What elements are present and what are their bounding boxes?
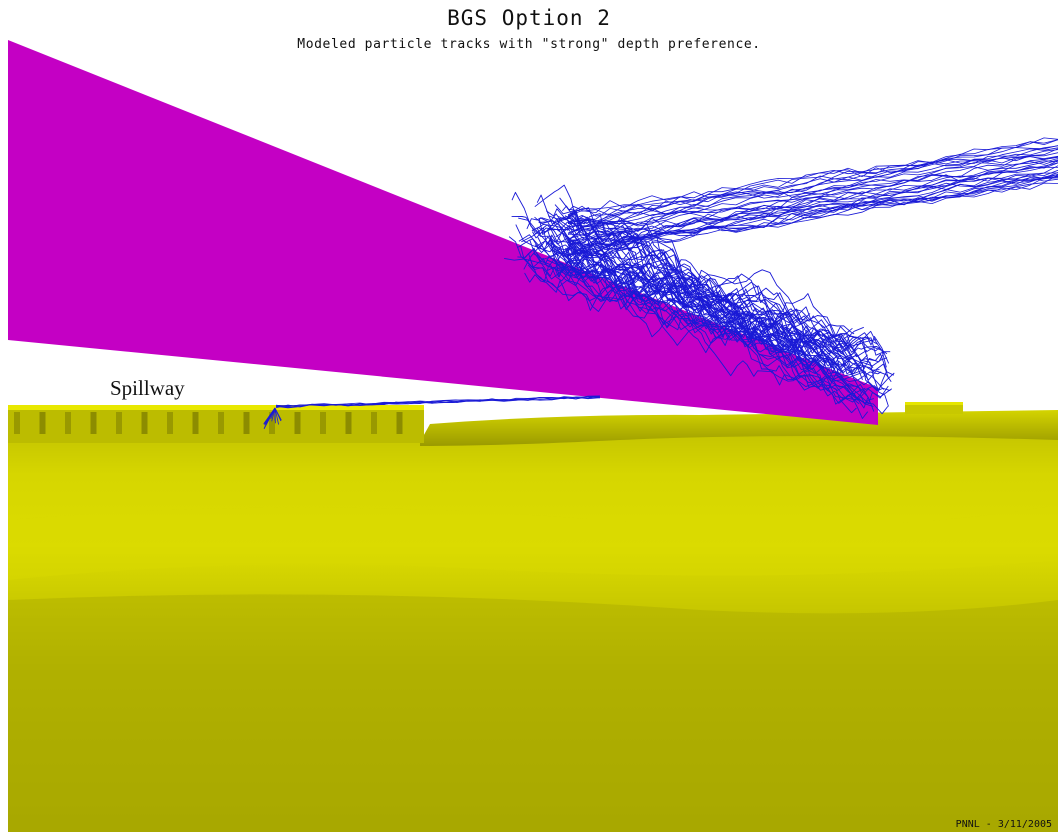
particle-track xyxy=(264,407,276,424)
particle-track xyxy=(275,395,601,408)
particle-track xyxy=(567,137,1058,217)
powerhouse-bank xyxy=(420,410,1058,446)
particle-track xyxy=(546,242,895,400)
spillway-pier xyxy=(167,412,173,434)
particle-track xyxy=(567,160,1058,244)
spillway-pier xyxy=(90,412,97,434)
title: BGS Option 2 xyxy=(447,6,611,30)
spillway-pier xyxy=(116,412,122,434)
subtitle: Modeled particle tracks with "strong" de… xyxy=(297,37,761,52)
spillway-pier xyxy=(218,412,224,434)
spillway-pier xyxy=(243,412,250,434)
spillway-pier xyxy=(269,412,275,434)
particle-track xyxy=(567,155,1058,234)
particle-track xyxy=(567,162,1058,240)
particle-track xyxy=(559,197,893,404)
particle-track xyxy=(567,147,1058,224)
particle-track xyxy=(567,182,1058,257)
terrain-shading-lower xyxy=(8,594,1058,832)
particle-track xyxy=(567,139,1058,217)
particle-track xyxy=(535,240,868,358)
particle-track xyxy=(554,204,891,356)
spillway-pier xyxy=(14,412,20,434)
powerhouse-block-top xyxy=(905,402,963,405)
spillway-pier xyxy=(39,412,46,434)
particle-track xyxy=(539,217,860,405)
particle-track xyxy=(517,238,847,375)
credit-label: PNNL - 3/11/2005 xyxy=(955,819,1052,830)
particle-track xyxy=(552,249,874,369)
particle-track xyxy=(567,148,1058,224)
particle-track xyxy=(274,407,282,421)
spillway-pier xyxy=(192,412,199,434)
particle-track xyxy=(567,176,1058,256)
particle-track xyxy=(274,407,279,425)
particle-track xyxy=(555,248,887,368)
spillway-pier xyxy=(294,412,301,434)
particle-track xyxy=(530,258,858,387)
particle-track xyxy=(567,176,1058,257)
particle-track xyxy=(552,239,853,392)
spillway-pier xyxy=(320,412,326,434)
particle-track xyxy=(547,230,869,409)
particle-track xyxy=(567,169,1058,242)
particle-track xyxy=(567,145,1058,216)
spillway-label: Spillway xyxy=(110,376,185,400)
particle-track xyxy=(567,139,1058,216)
particle-tracks xyxy=(263,137,1058,430)
spillway-deck xyxy=(8,405,424,443)
spillway-pier xyxy=(396,412,403,434)
spillway-pier xyxy=(345,412,352,434)
particle-track xyxy=(270,407,276,420)
particle-track xyxy=(504,257,857,414)
particle-track xyxy=(555,262,880,371)
particle-track xyxy=(533,248,868,373)
spillway-pier xyxy=(371,412,377,434)
particle-track xyxy=(515,224,853,361)
spillway-deck-top xyxy=(8,405,424,410)
spillway-pier xyxy=(141,412,148,434)
spillway-piers xyxy=(14,412,403,434)
particle-track xyxy=(567,175,1058,248)
particle-track xyxy=(537,220,860,375)
particle-track xyxy=(567,152,1058,224)
terrain-shading xyxy=(8,505,1058,580)
guidance-structure xyxy=(8,40,878,425)
particle-track xyxy=(567,174,1058,256)
terrain-surface xyxy=(8,412,1058,832)
spillway-pier xyxy=(65,412,71,434)
particle-track xyxy=(548,243,863,380)
particle-track xyxy=(511,191,809,324)
particle-track xyxy=(567,158,1058,236)
